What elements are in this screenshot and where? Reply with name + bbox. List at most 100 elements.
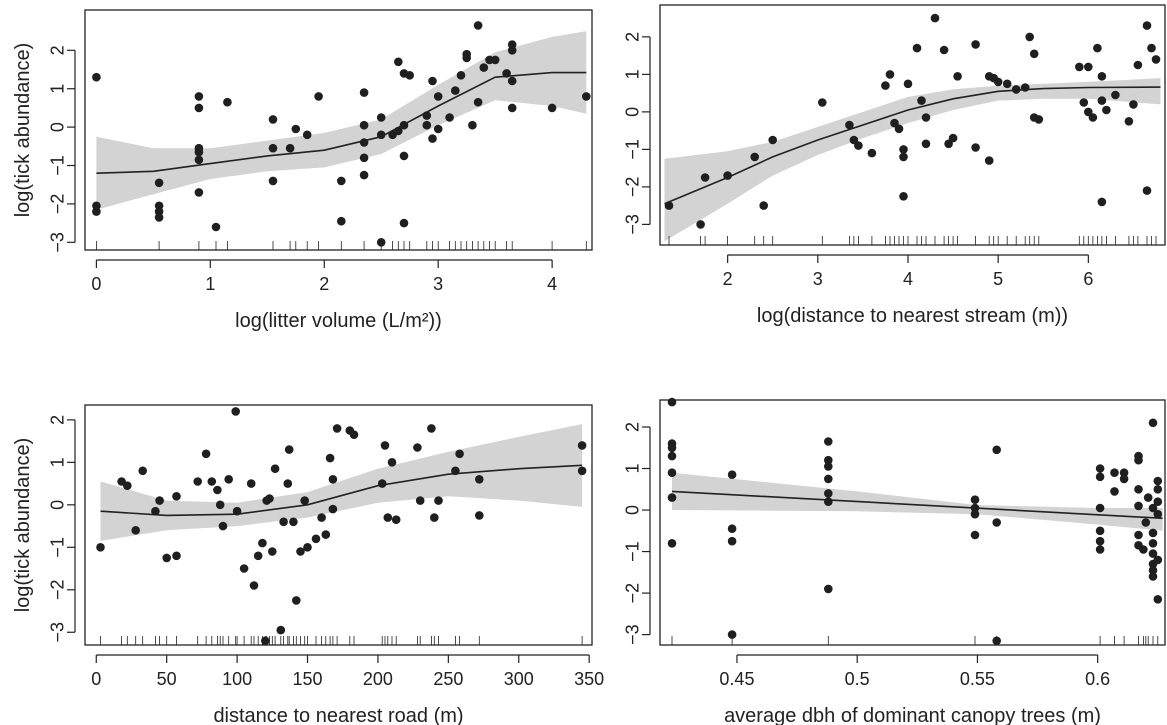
data-point [984, 156, 994, 165]
data-point [328, 504, 338, 514]
data-point [1133, 60, 1143, 70]
data-point [138, 466, 147, 476]
data-point [283, 479, 293, 488]
data-point [328, 475, 338, 484]
data-point [268, 115, 278, 124]
data-point [899, 152, 908, 162]
y-tick-label: 2 [47, 45, 67, 55]
y-tick-label: 1 [47, 84, 67, 94]
data-point [507, 76, 517, 86]
x-tick-label: 4 [903, 269, 913, 289]
data-point [667, 443, 677, 453]
data-point [270, 464, 280, 474]
data-point [577, 441, 587, 450]
data-point [399, 218, 409, 228]
data-point [921, 113, 931, 122]
data-point [223, 97, 232, 107]
data-point [359, 120, 369, 130]
data-point [917, 96, 926, 105]
data-point [727, 536, 737, 546]
data-point [700, 173, 710, 182]
confidence-band [664, 78, 1161, 242]
data-point [1002, 79, 1012, 89]
data-point [232, 506, 242, 516]
data-point [1084, 62, 1093, 72]
data-point [1129, 100, 1138, 109]
fitted-curve [100, 464, 583, 517]
data-point [824, 497, 833, 507]
data-point [1095, 536, 1105, 546]
data-point [433, 92, 443, 101]
data-point [194, 92, 204, 101]
data-point [1134, 455, 1143, 465]
data-point [359, 153, 369, 163]
x-tick-label: 1 [205, 274, 215, 294]
data-point [207, 477, 217, 486]
data-point [284, 445, 294, 454]
data-point [380, 441, 390, 450]
fitted-curve [664, 86, 1161, 205]
x-tick-label: 3 [813, 269, 823, 289]
data-point [430, 513, 439, 522]
data-point [291, 124, 301, 134]
data-point [428, 76, 437, 86]
data-point [1095, 526, 1105, 536]
x-tick-label: 4 [547, 274, 557, 294]
data-point [1148, 549, 1158, 558]
data-point [399, 151, 409, 161]
x-tick-label: 0.5 [845, 669, 870, 689]
data-point [300, 496, 310, 505]
y-tick-label: −2 [622, 177, 642, 198]
y-tick-label: 2 [622, 422, 642, 432]
data-point [428, 134, 437, 143]
data-point [885, 70, 895, 79]
x-tick-label: 300 [504, 669, 534, 689]
data-point [1110, 468, 1119, 478]
y-tick-label: −2 [47, 194, 67, 215]
data-point [1148, 572, 1158, 581]
data-point [451, 86, 460, 95]
data-point [349, 430, 359, 440]
data-point [296, 547, 305, 556]
x-tick-label: 50 [157, 669, 177, 689]
data-point [971, 40, 980, 49]
data-point [759, 201, 768, 210]
panel-stream-distance: 2 3 4 5 6 log(distance to nearest stream (m))… [622, 4, 1166, 327]
data-point [1020, 83, 1030, 92]
data-point [303, 543, 312, 552]
data-point [971, 143, 980, 152]
x-tick-label: 200 [363, 669, 393, 689]
data-point [1153, 497, 1163, 507]
x-tick-label: 350 [574, 669, 604, 689]
data-point [507, 40, 517, 49]
data-point [824, 455, 833, 465]
data-point [131, 526, 140, 535]
data-point [903, 79, 913, 89]
plot-frame [659, 399, 1166, 646]
data-point [727, 524, 737, 533]
data-point [302, 130, 312, 140]
data-point [475, 511, 484, 520]
data-point [285, 143, 295, 153]
data-point [824, 489, 833, 498]
data-point [317, 513, 326, 522]
data-point [1088, 113, 1098, 122]
y-tick-label: −3 [622, 624, 642, 645]
data-point [224, 475, 233, 484]
data-point [1029, 49, 1039, 59]
data-point [456, 71, 466, 80]
data-point [194, 155, 204, 165]
x-tick-label: 0.55 [960, 669, 995, 689]
data-point [422, 120, 432, 130]
data-point [824, 584, 833, 594]
x-tick-label: 150 [292, 669, 322, 689]
y-tick-label: 0 [47, 500, 67, 510]
data-point [1143, 493, 1153, 502]
data-point [992, 445, 1001, 455]
data-point [1093, 43, 1102, 53]
data-point [502, 69, 511, 78]
data-point [268, 176, 278, 186]
data-point [211, 222, 221, 232]
data-point [1119, 468, 1129, 478]
data-point [194, 188, 204, 197]
